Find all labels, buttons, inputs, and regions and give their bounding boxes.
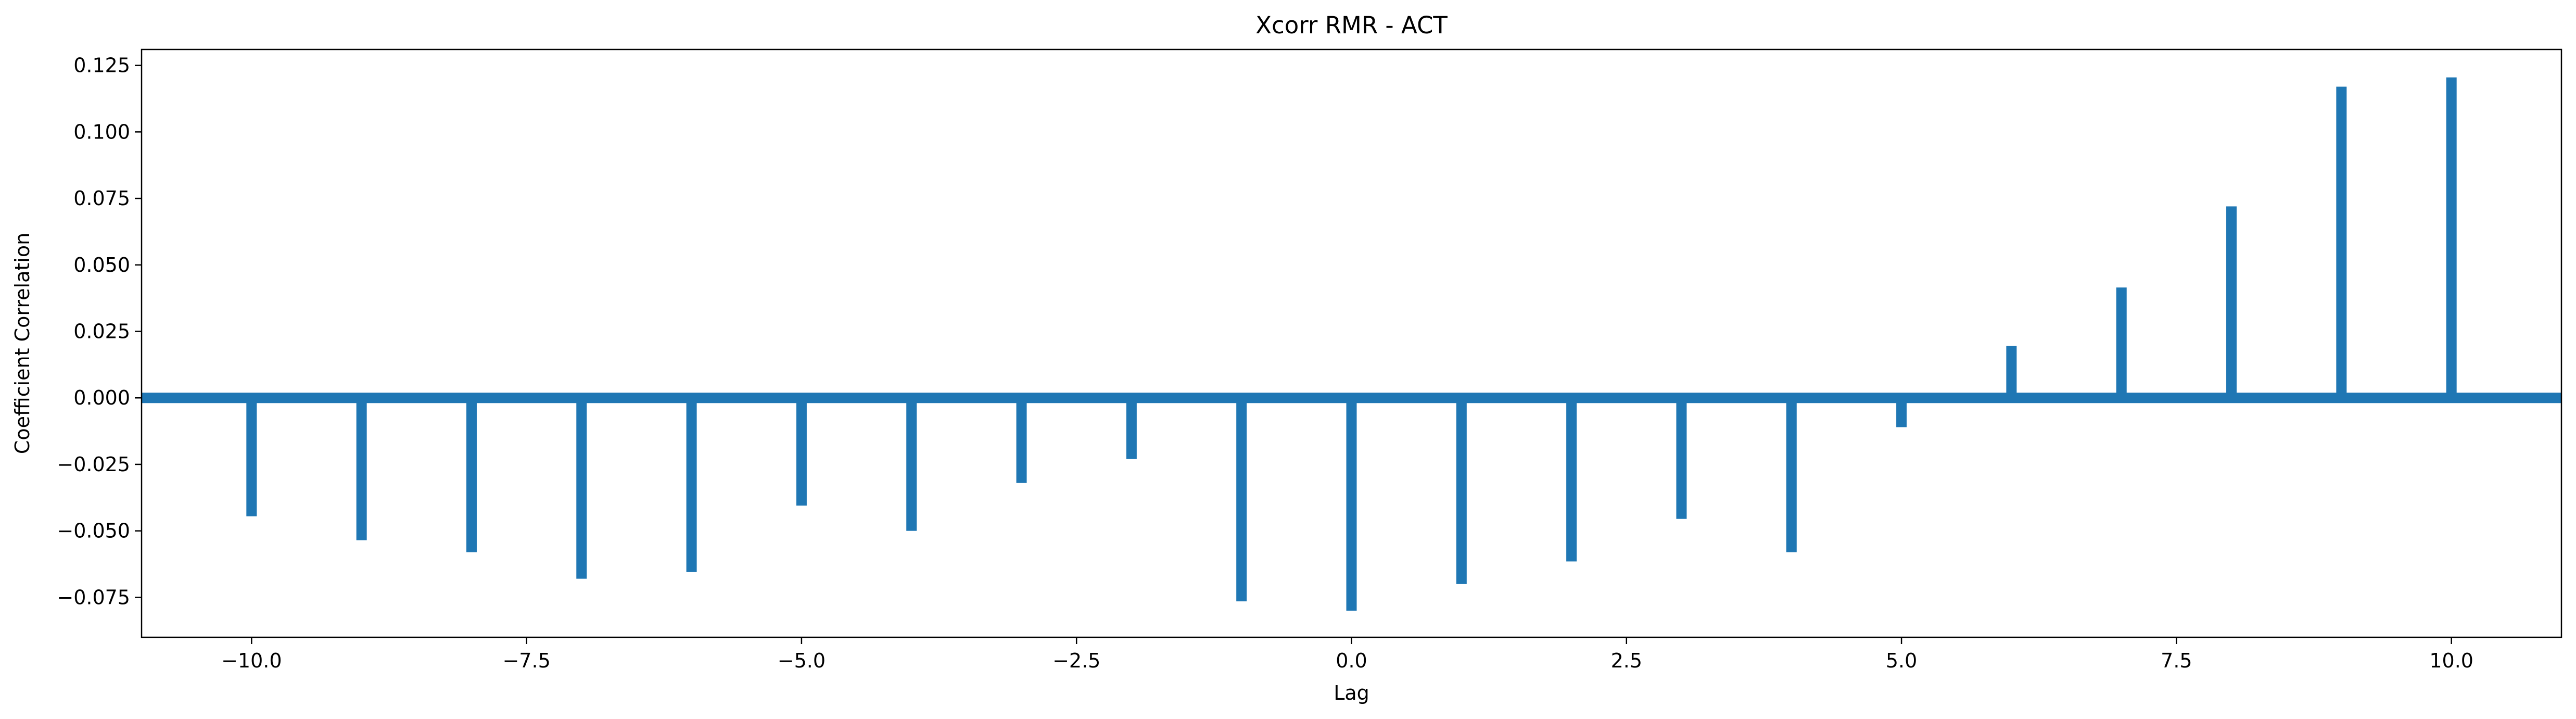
bar-lag--8 bbox=[466, 398, 477, 552]
y-tick-label: 0.025 bbox=[73, 320, 130, 343]
y-axis-ticks: −0.075 −0.050 −0.025 0.000 0.025 0.050 0.075 0.… bbox=[57, 54, 142, 609]
bar-lag--10 bbox=[246, 398, 257, 516]
bar-lag-3 bbox=[1676, 398, 1687, 519]
bar-lag--5 bbox=[796, 398, 807, 506]
bars-layer bbox=[142, 77, 2561, 611]
y-tick-label: 0.125 bbox=[73, 54, 130, 77]
bar-lag-5 bbox=[1896, 398, 1907, 427]
bar-lag-7 bbox=[2116, 287, 2127, 398]
x-tick-label: 10.0 bbox=[2429, 649, 2473, 672]
bar-lag--6 bbox=[686, 398, 697, 572]
y-tick-label: 0.000 bbox=[73, 386, 130, 409]
bar-lag-1 bbox=[1456, 398, 1467, 584]
bar-lag--4 bbox=[906, 398, 917, 531]
y-tick-label: 0.050 bbox=[73, 254, 130, 276]
bar-lag-6 bbox=[2006, 346, 2017, 398]
y-tick-label: 0.075 bbox=[73, 187, 130, 210]
bar-lag-2 bbox=[1566, 398, 1577, 562]
y-tick-label: 0.100 bbox=[73, 120, 130, 143]
bar-lag-4 bbox=[1786, 398, 1797, 552]
x-tick-label: 2.5 bbox=[1611, 649, 1642, 672]
x-tick-label: −2.5 bbox=[1052, 649, 1100, 672]
bar-lag--1 bbox=[1236, 398, 1247, 602]
x-tick-label: −10.0 bbox=[221, 649, 282, 672]
bar-lag-0 bbox=[1346, 398, 1357, 611]
x-tick-label: 7.5 bbox=[2161, 649, 2192, 672]
x-tick-label: 5.0 bbox=[1886, 649, 1917, 672]
bar-lag-9 bbox=[2336, 86, 2347, 398]
x-tick-label: 0.0 bbox=[1336, 649, 1367, 672]
bar-lag--7 bbox=[576, 398, 587, 579]
y-tick-label: −0.075 bbox=[57, 586, 130, 609]
chart-title: Xcorr RMR - ACT bbox=[1255, 11, 1448, 39]
x-axis-ticks: −10.0 −7.5 −5.0 −2.5 0.0 2.5 5.0 7.5 10.0 bbox=[221, 637, 2473, 672]
y-tick-label: −0.050 bbox=[57, 520, 130, 543]
x-tick-label: −5.0 bbox=[778, 649, 826, 672]
bar-lag--9 bbox=[356, 398, 367, 540]
bar-lag-8 bbox=[2226, 206, 2237, 398]
x-axis-label: Lag bbox=[1334, 682, 1369, 704]
y-axis-label: Coefficient Correlation bbox=[11, 233, 34, 454]
bar-lag--3 bbox=[1016, 398, 1027, 483]
bar-lag--2 bbox=[1126, 398, 1137, 459]
y-tick-label: −0.025 bbox=[57, 453, 130, 476]
bar-lag-10 bbox=[2446, 77, 2457, 398]
plot-frame bbox=[141, 48, 2562, 638]
x-tick-label: −7.5 bbox=[502, 649, 550, 672]
